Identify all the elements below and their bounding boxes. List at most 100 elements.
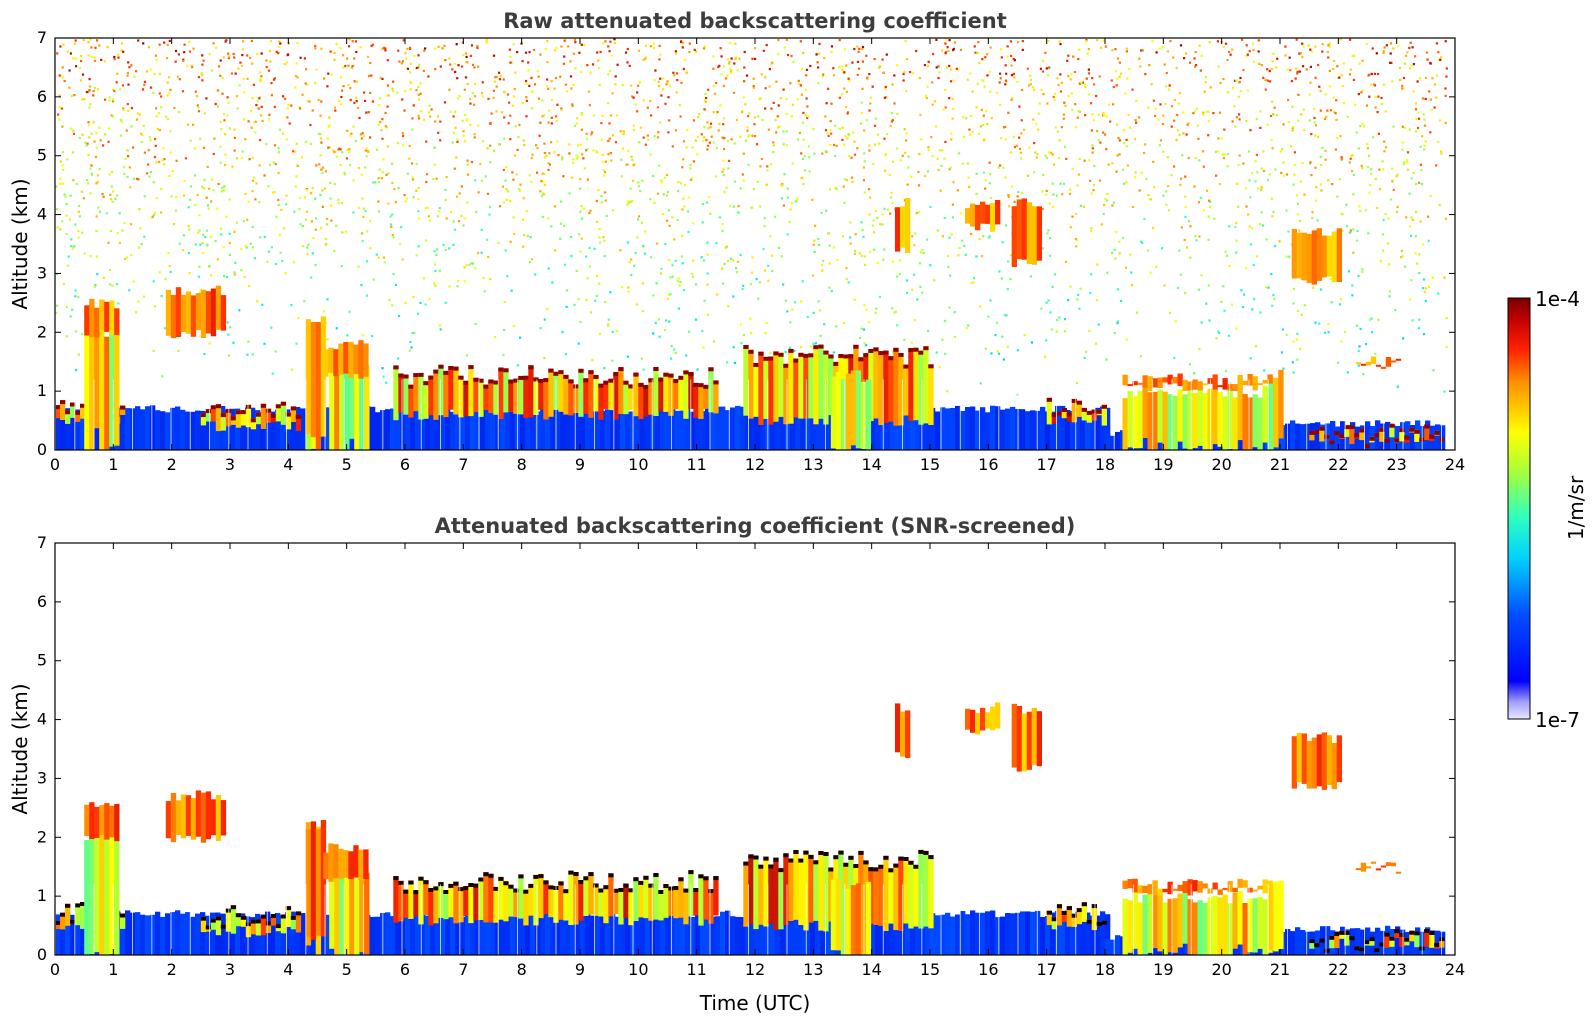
noise-speck xyxy=(1199,69,1202,72)
noise-speck xyxy=(80,59,83,63)
noise-speck xyxy=(401,132,404,135)
noise-speck xyxy=(1353,54,1356,57)
noise-speck xyxy=(182,58,185,61)
x-tick-label: 9 xyxy=(575,455,585,474)
noise-speck xyxy=(277,198,280,201)
noise-speck xyxy=(579,210,582,213)
data-gap-line xyxy=(594,379,595,450)
noise-speck xyxy=(238,84,241,87)
noise-speck xyxy=(320,141,323,144)
noise-speck xyxy=(1044,355,1047,359)
noise-speck xyxy=(637,218,640,221)
noise-speck xyxy=(1383,140,1386,143)
noise-speck xyxy=(823,323,826,326)
boundary-layer-cell xyxy=(880,911,886,955)
noise-speck xyxy=(1052,95,1055,99)
boundary-layer-cell xyxy=(905,915,911,955)
boundary-layer-cell xyxy=(405,408,411,450)
noise-speck xyxy=(835,188,838,191)
cloud-layer-cell xyxy=(1197,381,1203,391)
noise-speck xyxy=(294,86,297,89)
noise-speck xyxy=(757,115,760,118)
noise-speck xyxy=(868,188,871,191)
noise-speck xyxy=(565,305,568,308)
noise-speck xyxy=(861,47,864,50)
noise-speck xyxy=(996,91,999,94)
noise-speck xyxy=(1443,276,1446,279)
boundary-layer-cell xyxy=(680,405,686,450)
aerosol-layer-cell xyxy=(70,402,76,418)
boundary-layer-cell xyxy=(915,915,921,955)
noise-speck xyxy=(666,297,669,300)
noise-speck xyxy=(1218,331,1221,334)
noise-speck xyxy=(301,225,304,228)
noise-speck xyxy=(342,54,345,57)
boundary-layer-cell xyxy=(785,912,791,955)
data-gap-line xyxy=(555,379,557,450)
noise-speck xyxy=(326,298,329,301)
noise-speck xyxy=(706,144,710,147)
noise-speck xyxy=(890,112,893,115)
noise-speck xyxy=(1139,65,1142,68)
noise-speck xyxy=(749,283,753,286)
boundary-layer-cell xyxy=(730,407,736,450)
noise-speck xyxy=(556,140,559,143)
aerosol-layer-cell xyxy=(483,384,489,411)
noise-speck xyxy=(1245,205,1248,208)
aerosol-top-edge xyxy=(563,889,569,894)
noise-speck xyxy=(299,223,302,226)
aerosol-top-edge xyxy=(60,400,66,405)
noise-speck xyxy=(385,126,388,129)
noise-speck xyxy=(1185,133,1188,136)
aerosol-top-edge xyxy=(888,356,894,361)
boundary-layer-cell xyxy=(940,407,946,450)
noise-speck xyxy=(583,44,586,47)
noise-speck xyxy=(55,304,59,307)
noise-speck xyxy=(721,223,724,226)
x-tick-label: 16 xyxy=(978,455,998,474)
noise-speck xyxy=(786,53,790,57)
noise-speck xyxy=(670,344,673,348)
noise-speck xyxy=(1160,247,1164,250)
noise-speck xyxy=(1010,151,1013,154)
noise-speck xyxy=(868,213,871,216)
noise-speck xyxy=(1295,194,1298,197)
noise-speck xyxy=(485,41,488,44)
noise-speck xyxy=(1435,96,1438,99)
noise-speck xyxy=(1285,173,1289,176)
noise-speck xyxy=(721,170,724,174)
noise-speck xyxy=(1369,184,1372,187)
aerosol-layer-cell xyxy=(578,368,584,417)
noise-speck xyxy=(72,57,75,60)
noise-speck xyxy=(987,236,991,239)
boundary-layer-cell xyxy=(565,912,571,955)
noise-speck xyxy=(813,152,816,155)
noise-speck xyxy=(1284,45,1287,48)
cloud-layer-cell xyxy=(1167,374,1173,385)
noise-speck xyxy=(1019,151,1023,154)
noise-speck xyxy=(140,141,143,144)
noise-speck xyxy=(625,163,628,166)
noise-speck xyxy=(1295,38,1298,41)
noise-speck xyxy=(936,157,939,160)
heatmap-cells xyxy=(55,702,1446,955)
noise-speck xyxy=(1118,61,1121,64)
noise-speck xyxy=(950,132,953,135)
boundary-layer-cell xyxy=(715,406,721,450)
cloud-layer-cell xyxy=(1122,374,1128,386)
aerosol-top-edge xyxy=(913,347,919,352)
noise-speck xyxy=(456,285,459,288)
noise-speck xyxy=(753,123,756,126)
noise-speck xyxy=(1352,173,1355,177)
noise-speck xyxy=(1385,44,1388,47)
precip-column-cell xyxy=(1192,393,1198,449)
data-gap-line xyxy=(1306,379,1308,450)
noise-speck xyxy=(320,100,323,103)
noise-speck xyxy=(1082,205,1085,208)
noise-speck xyxy=(1294,67,1298,70)
noise-speck xyxy=(692,160,696,163)
noise-speck xyxy=(843,87,846,90)
noise-speck xyxy=(166,118,169,121)
noise-speck xyxy=(763,224,766,228)
noise-speck xyxy=(724,246,727,249)
